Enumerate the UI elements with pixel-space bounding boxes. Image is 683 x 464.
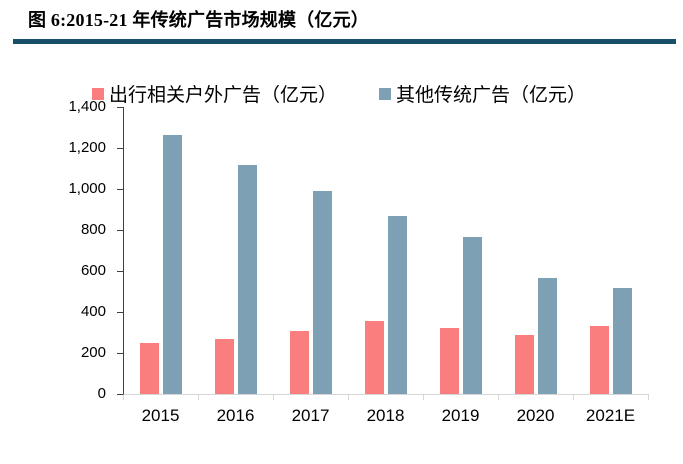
y-axis-label: 400 <box>80 303 106 320</box>
x-axis-tick <box>423 395 424 400</box>
chart-legend: 出行相关户外广告（亿元） 其他传统广告（亿元） <box>0 84 683 108</box>
y-axis-tick <box>117 394 123 395</box>
bar-travel-outdoor-ads-2021E <box>589 326 609 394</box>
legend-label-other-traditional-ads: 其他传统广告（亿元） <box>396 85 587 106</box>
plot-frame <box>123 107 649 395</box>
x-axis-tick <box>273 395 274 400</box>
y-axis-label: 1,200 <box>68 139 106 156</box>
y-axis-label: 600 <box>80 262 106 279</box>
x-axis-tick <box>348 395 349 400</box>
x-axis-tick <box>198 395 199 400</box>
bar-travel-outdoor-ads-2018 <box>364 321 384 394</box>
y-axis-label: 800 <box>80 221 106 238</box>
bar-travel-outdoor-ads-2020 <box>514 334 534 394</box>
legend-swatch-blue-icon <box>379 88 391 100</box>
y-axis-tick <box>117 230 123 231</box>
bar-other-traditional-ads-2015 <box>162 134 182 394</box>
y-axis-tick <box>117 189 123 190</box>
legend-label-travel-outdoor-ads: 出行相关户外广告（亿元） <box>109 85 338 106</box>
x-axis-label: 2021E <box>585 406 636 425</box>
bar-other-traditional-ads-2020 <box>537 278 557 394</box>
y-axis-label: 0 <box>97 385 106 402</box>
y-axis-tick <box>117 271 123 272</box>
x-axis-label: 2017 <box>291 406 330 425</box>
x-axis-tick <box>498 395 499 400</box>
bar-travel-outdoor-ads-2019 <box>439 328 459 394</box>
bar-other-traditional-ads-2021E <box>612 288 632 394</box>
title-divider <box>13 39 676 44</box>
x-axis-label: 2016 <box>216 406 255 425</box>
x-axis-label: 2015 <box>141 406 180 425</box>
bar-travel-outdoor-ads-2016 <box>214 338 234 394</box>
y-axis-tick <box>117 353 123 354</box>
bar-other-traditional-ads-2019 <box>462 237 482 394</box>
y-axis-label: 200 <box>80 344 106 361</box>
y-axis-tick <box>117 148 123 149</box>
figure-title: 图 6:2015-21 年传统广告市场规模（亿元） <box>28 10 369 30</box>
legend-item-travel-outdoor-ads: 出行相关户外广告（亿元） <box>92 86 337 106</box>
x-axis-tick <box>123 395 124 400</box>
legend-swatch-red-icon <box>92 88 104 100</box>
bar-other-traditional-ads-2017 <box>312 191 332 394</box>
y-axis-tick <box>117 312 123 313</box>
x-axis-label: 2020 <box>516 406 555 425</box>
y-axis-tick <box>117 107 123 108</box>
x-axis-label: 2019 <box>441 406 480 425</box>
legend-item-other-traditional-ads: 其他传统广告（亿元） <box>379 86 586 106</box>
x-axis-label: 2018 <box>366 406 405 425</box>
bar-other-traditional-ads-2018 <box>387 215 407 394</box>
x-axis-tick <box>573 395 574 400</box>
y-axis-label: 1,000 <box>68 180 106 197</box>
bar-travel-outdoor-ads-2017 <box>289 331 309 394</box>
y-axis-label: 1,400 <box>68 98 106 115</box>
bar-other-traditional-ads-2016 <box>237 165 257 394</box>
bar-travel-outdoor-ads-2015 <box>139 342 159 394</box>
x-axis-tick <box>648 395 649 400</box>
